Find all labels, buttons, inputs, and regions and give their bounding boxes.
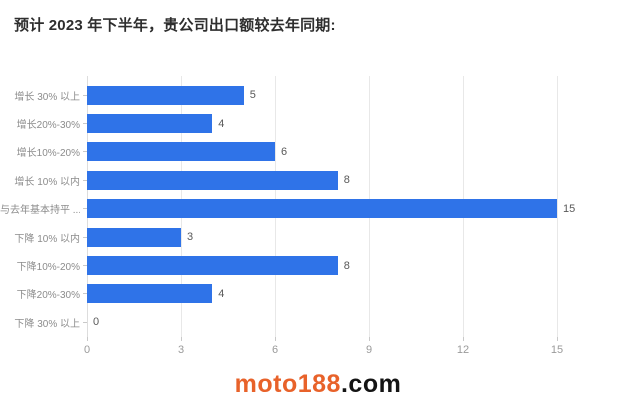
x-axis-tick bbox=[369, 337, 370, 341]
chart-row: 增长 30% 以上 5 bbox=[0, 81, 636, 109]
bar bbox=[87, 114, 213, 134]
y-axis-tick bbox=[83, 265, 87, 267]
y-axis-tick bbox=[83, 94, 87, 96]
bar-track: 8 bbox=[87, 256, 636, 276]
chart-row: 增长20%-30% 4 bbox=[0, 109, 636, 137]
bar-track: 8 bbox=[87, 170, 636, 190]
x-axis-tick bbox=[557, 337, 558, 341]
x-axis-tick bbox=[275, 337, 276, 341]
category-label: 下降 30% 以上 bbox=[14, 318, 80, 330]
chart-row: 与去年基本持平 ... 15 bbox=[0, 195, 636, 223]
category-label: 增长 30% 以上 bbox=[14, 91, 80, 103]
watermark: moto188.com bbox=[0, 370, 636, 399]
bar-track: 0 bbox=[87, 313, 636, 332]
y-axis-tick bbox=[83, 321, 87, 323]
bar-value-label: 3 bbox=[187, 231, 194, 244]
bar bbox=[87, 256, 338, 276]
watermark-brand: moto188 bbox=[234, 370, 341, 398]
bar-value-label: 15 bbox=[563, 202, 576, 215]
x-axis-tick bbox=[181, 337, 182, 341]
y-axis-tick bbox=[83, 208, 87, 210]
bar-track: 15 bbox=[87, 199, 636, 219]
x-tick-label: 15 bbox=[550, 344, 564, 356]
category-label: 增长20%-30% bbox=[16, 120, 80, 132]
category-label: 下降20%-30% bbox=[16, 290, 80, 302]
watermark-suffix: .com bbox=[340, 370, 402, 398]
chart-row: 下降 10% 以内 3 bbox=[0, 223, 636, 251]
bar bbox=[87, 199, 557, 219]
y-axis-tick bbox=[83, 236, 87, 238]
x-axis-tick bbox=[463, 337, 464, 341]
bar bbox=[87, 284, 213, 304]
bar-value-label: 8 bbox=[343, 174, 350, 187]
rows-layer: 增长 30% 以上 5 增长20%-30% 4 增长10%-20% 6 增长 10% 以内 8… bbox=[0, 81, 636, 337]
category-label: 增长10%-20% bbox=[16, 148, 80, 160]
bar-value-label: 6 bbox=[281, 145, 288, 158]
bar-value-label: 4 bbox=[218, 287, 225, 300]
bar-track: 6 bbox=[87, 142, 636, 162]
y-axis-tick bbox=[83, 293, 87, 295]
category-label: 下降 10% 以内 bbox=[14, 233, 80, 245]
y-axis-tick bbox=[83, 179, 87, 181]
bar bbox=[87, 85, 244, 105]
x-tick-label: 12 bbox=[456, 344, 470, 356]
bar-chart: 增长 30% 以上 5 增长20%-30% 4 增长10%-20% 6 增长 10% 以内 8… bbox=[0, 76, 636, 381]
bar-track: 5 bbox=[87, 85, 636, 105]
x-tick-label: 3 bbox=[177, 344, 185, 356]
chart-row: 增长10%-20% 6 bbox=[0, 138, 636, 166]
bar bbox=[87, 170, 338, 190]
x-tick-label: 9 bbox=[365, 344, 373, 356]
x-tick-label: 6 bbox=[271, 344, 279, 356]
bar bbox=[87, 227, 181, 247]
y-axis-tick bbox=[83, 123, 87, 125]
bar-track: 4 bbox=[87, 114, 636, 134]
gridline bbox=[557, 76, 558, 337]
x-axis: 0 3 6 9 12 15 bbox=[83, 337, 563, 367]
bar bbox=[87, 142, 275, 162]
bar-track: 3 bbox=[87, 227, 636, 247]
category-label: 增长 10% 以内 bbox=[14, 176, 80, 188]
chart-row: 下降 30% 以上 0 bbox=[0, 308, 636, 336]
chart-row: 下降10%-20% 8 bbox=[0, 251, 636, 279]
x-axis-tick bbox=[87, 337, 88, 341]
bar-value-label: 8 bbox=[343, 259, 350, 272]
chart-row: 下降20%-30% 4 bbox=[0, 280, 636, 308]
page-title: 预计 2023 年下半年，贵公司出口额较去年同期: bbox=[14, 17, 336, 34]
category-label: 下降10%-20% bbox=[16, 262, 80, 274]
bar-value-label: 5 bbox=[249, 89, 256, 102]
y-axis-tick bbox=[83, 151, 87, 153]
x-tick-label: 0 bbox=[83, 344, 91, 356]
bar-value-label: 4 bbox=[218, 117, 225, 130]
category-label: 与去年基本持平 ... bbox=[0, 205, 80, 217]
chart-row: 增长 10% 以内 8 bbox=[0, 166, 636, 194]
bar-track: 4 bbox=[87, 284, 636, 304]
bar-value-label: 0 bbox=[93, 316, 100, 329]
